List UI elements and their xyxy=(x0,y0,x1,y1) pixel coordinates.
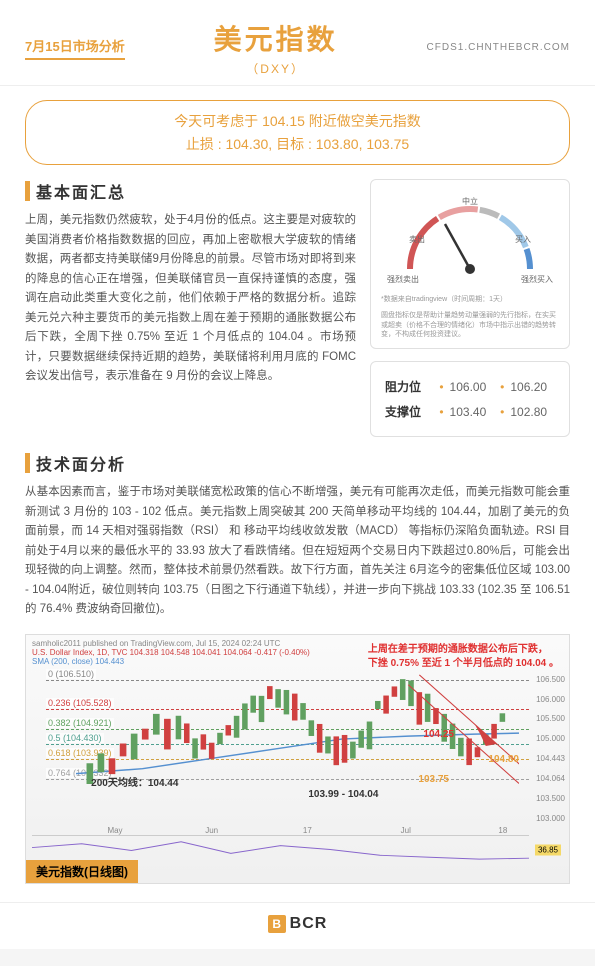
accent-bar xyxy=(25,453,30,473)
footer-logo: B BCR xyxy=(268,915,328,933)
highlight-line2: 止损 : 104.30, 目标 : 103.80, 103.75 xyxy=(46,134,549,154)
rsi-value: 36.85 xyxy=(535,844,561,855)
price-chart: samholic2011 published on TradingView.co… xyxy=(25,634,570,884)
bullet-icon: • xyxy=(500,405,504,419)
svg-text:强烈卖出: 强烈卖出 xyxy=(387,274,419,284)
logo-icon: B xyxy=(268,915,286,933)
svg-text:买入: 买入 xyxy=(515,235,531,244)
section-title: 技术面分析 xyxy=(25,451,570,475)
gauge-footer2: 圆盘指标仅是帮助计量趋势动量强弱的先行指标，在实买或超卖（价格不合理的情绪化）市… xyxy=(381,311,559,340)
technical-section: 技术面分析 从基本因素而言，鉴于市场对美联储宽松政策的信心不断增强，美元有可能再… xyxy=(0,437,595,620)
header-url: CFDS1.CHNTHEBCR.COM xyxy=(427,42,570,53)
marker-p3: 103.75 xyxy=(418,774,449,785)
footer: B BCR xyxy=(0,902,595,949)
subtitle: （DXY） xyxy=(125,60,427,77)
marker-range: 103.99 - 104.04 xyxy=(308,789,378,800)
candle-area xyxy=(76,665,519,823)
sentiment-gauge-box: 卖出 中立 买入 强烈卖出 强烈买入 *数据来自tradingview（时间周期… xyxy=(370,179,570,349)
svg-text:强烈买入: 强烈买入 xyxy=(521,275,553,284)
support-label: 支撑位 xyxy=(385,403,433,420)
month-label: May xyxy=(107,826,122,835)
month-label: 18 xyxy=(498,826,507,835)
resistance-row: 阻力位 • 106.00 • 106.20 xyxy=(385,374,555,399)
s1: 103.40 xyxy=(450,405,495,419)
fundamentals-title: 基本面汇总 xyxy=(36,179,126,203)
axis-label: 105.500 xyxy=(536,714,565,723)
r1: 106.00 xyxy=(450,380,495,394)
annotation-line1: 上周在差于预期的通胀数据公布后下跌， xyxy=(368,643,559,657)
technical-title: 技术面分析 xyxy=(36,451,126,475)
fundamentals-body: 上周，美元指数仍然疲软，处于4月份的低点。这主要是对疲软的美国消费者价格指数数据… xyxy=(25,211,356,387)
axis-label: 103.500 xyxy=(536,794,565,803)
r2: 106.20 xyxy=(510,380,555,394)
header: 7月15日市场分析 美元指数 （DXY） CFDS1.CHNTHEBCR.COM xyxy=(0,0,595,86)
resistance-label: 阻力位 xyxy=(385,378,433,395)
accent-bar xyxy=(25,181,30,201)
axis-label: 103.000 xyxy=(536,814,565,823)
main-title: 美元指数 xyxy=(125,18,427,58)
month-label: 17 xyxy=(303,826,312,835)
month-label: Jun xyxy=(205,826,218,835)
chart-ohlc: U.S. Dollar Index, 1D, TVC 104.318 104.5… xyxy=(32,648,310,657)
bullet-icon: • xyxy=(439,380,443,394)
support-row: 支撑位 • 103.40 • 102.80 xyxy=(385,399,555,424)
axis-label: 104.064 xyxy=(536,774,565,783)
gauge-footer1: *数据来自tradingview（时间周期：1天） xyxy=(381,295,559,305)
chart-caption: 美元指数(日线图) xyxy=(26,860,138,883)
logo-text: BCR xyxy=(290,915,328,933)
axis-label: 104.443 xyxy=(536,754,565,763)
month-label: Jul xyxy=(401,826,411,835)
highlight-box: 今天可考虑于 104.15 附近做空美元指数 止损 : 104.30, 目标 :… xyxy=(25,100,570,165)
chart-source: samholic2011 published on TradingView.co… xyxy=(32,639,310,648)
levels-box: 阻力位 • 106.00 • 106.20 支撑位 • 103.40 • 102… xyxy=(370,361,570,437)
candles-svg xyxy=(76,665,519,823)
technical-body: 从基本因素而言，鉴于市场对美联储宽松政策的信心不断增强，美元有可能再次走低，而美… xyxy=(25,483,570,620)
fundamentals-section: 基本面汇总 上周，美元指数仍然疲软，处于4月份的低点。这主要是对疲软的美国消费者… xyxy=(25,179,356,437)
marker-p2: 104.80 xyxy=(488,754,519,765)
marker-p1: 104.25 xyxy=(423,729,454,740)
bullet-icon: • xyxy=(500,380,504,394)
axis-label: 106.000 xyxy=(536,695,565,704)
bullet-icon: • xyxy=(439,405,443,419)
axis-label: 105.000 xyxy=(536,734,565,743)
sentiment-gauge: 卖出 中立 买入 强烈卖出 强烈买入 xyxy=(385,194,555,289)
section-title: 基本面汇总 xyxy=(25,179,356,203)
svg-text:卖出: 卖出 xyxy=(409,234,425,244)
date-label: 7月15日市场分析 xyxy=(25,36,125,60)
page: 7月15日市场分析 美元指数 （DXY） CFDS1.CHNTHEBCR.COM… xyxy=(0,0,595,949)
rsi-svg xyxy=(32,836,529,863)
right-column: 卖出 中立 买入 强烈卖出 强烈买入 *数据来自tradingview（时间周期… xyxy=(370,179,570,437)
svg-text:中立: 中立 xyxy=(462,196,478,206)
axis-label: 106.500 xyxy=(536,675,565,684)
title-block: 美元指数 （DXY） xyxy=(125,18,427,77)
chart-header: samholic2011 published on TradingView.co… xyxy=(32,639,310,666)
marker-sma200: 200天均线：104.44 xyxy=(91,774,178,789)
two-column-layout: 基本面汇总 上周，美元指数仍然疲软，处于4月份的低点。这主要是对疲软的美国消费者… xyxy=(0,179,595,437)
highlight-line1: 今天可考虑于 104.15 附近做空美元指数 xyxy=(46,111,549,131)
rsi-strip: 36.85 xyxy=(32,835,529,863)
s2: 102.80 xyxy=(510,405,555,419)
